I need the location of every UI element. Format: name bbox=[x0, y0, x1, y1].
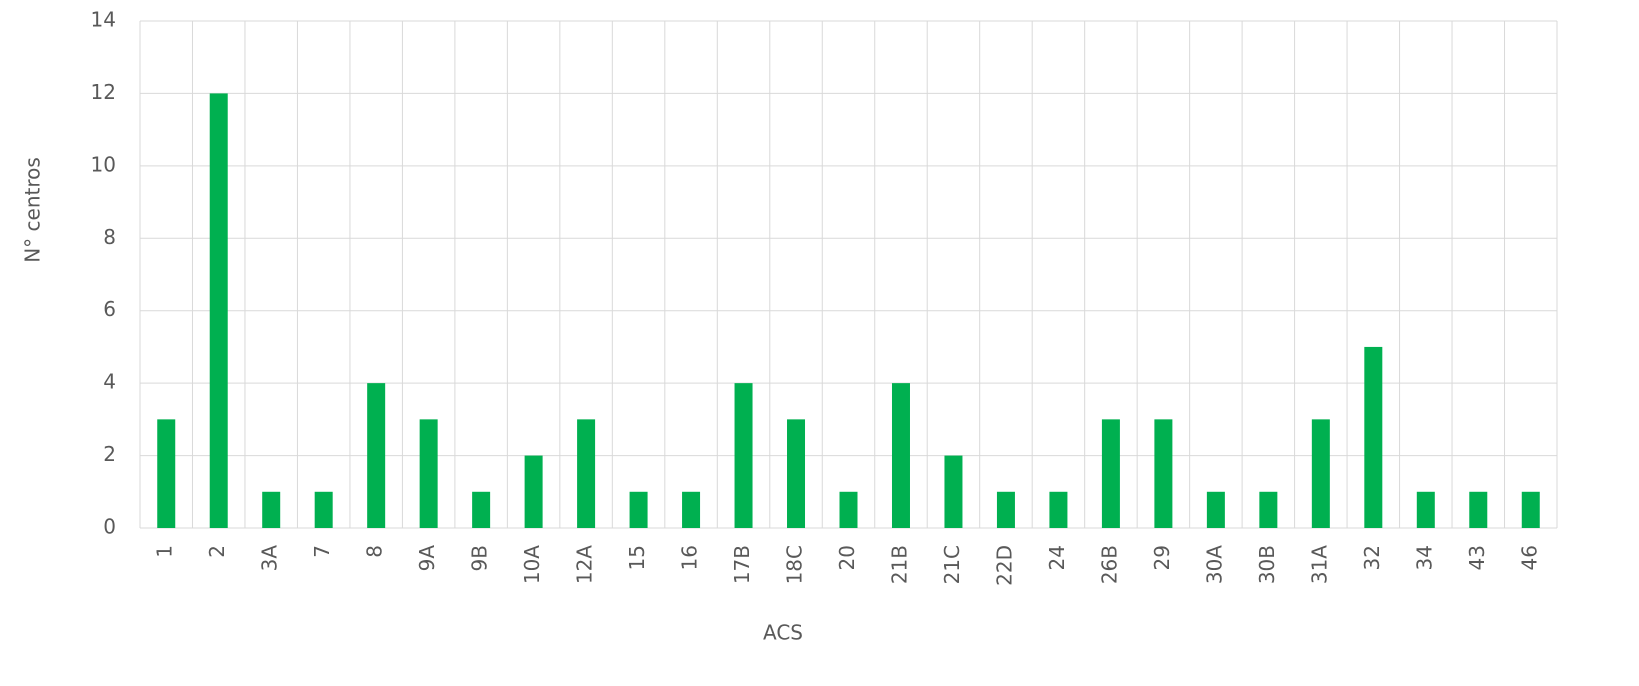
bar bbox=[1206, 491, 1225, 528]
x-tick-label: 1 bbox=[153, 545, 177, 558]
x-tick-label: 24 bbox=[1045, 545, 1069, 570]
bar bbox=[419, 419, 438, 528]
bar bbox=[157, 419, 176, 528]
bar bbox=[944, 455, 963, 528]
x-tick-label: 3A bbox=[258, 545, 282, 572]
x-tick-label: 21C bbox=[940, 545, 964, 584]
bar bbox=[1049, 491, 1068, 528]
x-tick-label: 29 bbox=[1150, 545, 1174, 570]
x-tick-label: 30A bbox=[1202, 545, 1226, 584]
x-tick-label: 16 bbox=[678, 545, 702, 570]
x-tick-label: 21B bbox=[887, 545, 911, 584]
y-tick-label: 10 bbox=[91, 152, 116, 176]
x-tick-label: 46 bbox=[1517, 545, 1541, 570]
bar bbox=[682, 491, 701, 528]
bar bbox=[314, 491, 333, 528]
x-tick-label: 26B bbox=[1097, 545, 1121, 584]
y-tick-label: 6 bbox=[103, 297, 116, 321]
bar bbox=[734, 383, 753, 528]
x-tick-label: 10A bbox=[520, 545, 544, 584]
bar bbox=[209, 93, 228, 528]
x-tick-label: 43 bbox=[1465, 545, 1489, 570]
bar bbox=[367, 383, 386, 528]
x-tick-label: 30B bbox=[1255, 545, 1279, 584]
y-tick-label: 12 bbox=[91, 80, 116, 104]
bar bbox=[629, 491, 648, 528]
bar bbox=[262, 491, 281, 528]
bar bbox=[1154, 419, 1173, 528]
y-tick-label: 4 bbox=[103, 370, 116, 394]
bar bbox=[787, 419, 806, 528]
x-tick-label: 32 bbox=[1360, 545, 1384, 570]
bar bbox=[472, 491, 491, 528]
bar bbox=[1521, 491, 1540, 528]
x-tick-label: 22D bbox=[992, 545, 1016, 586]
x-tick-label: 8 bbox=[363, 545, 387, 558]
x-tick-label: 7 bbox=[310, 545, 334, 558]
y-tick-label: 2 bbox=[103, 442, 116, 466]
bar bbox=[577, 419, 596, 528]
bar bbox=[839, 491, 858, 528]
y-tick-label: 0 bbox=[103, 515, 116, 539]
bar bbox=[891, 383, 910, 528]
x-tick-label: 9B bbox=[468, 545, 492, 571]
y-tick-label: 14 bbox=[91, 8, 116, 32]
x-tick-label: 15 bbox=[625, 545, 649, 570]
x-tick-label: 20 bbox=[835, 545, 859, 570]
x-tick-label: 12A bbox=[573, 545, 597, 584]
y-axis-title: N° centros bbox=[21, 157, 45, 263]
bar bbox=[524, 455, 543, 528]
bar bbox=[1469, 491, 1488, 528]
x-tick-label: 34 bbox=[1412, 545, 1436, 570]
bar bbox=[1364, 346, 1383, 528]
y-tick-label: 8 bbox=[103, 225, 116, 249]
x-axis-title: ACS bbox=[763, 621, 803, 645]
bar bbox=[1416, 491, 1435, 528]
x-tick-label: 2 bbox=[205, 545, 229, 558]
x-tick-label: 9A bbox=[415, 545, 439, 572]
bar bbox=[996, 491, 1015, 528]
bar bbox=[1259, 491, 1278, 528]
bar bbox=[1311, 419, 1330, 528]
x-tick-label: 18C bbox=[783, 545, 807, 584]
x-tick-label: 17B bbox=[730, 545, 754, 584]
bar bbox=[1101, 419, 1120, 528]
x-tick-label: 31A bbox=[1307, 545, 1331, 584]
